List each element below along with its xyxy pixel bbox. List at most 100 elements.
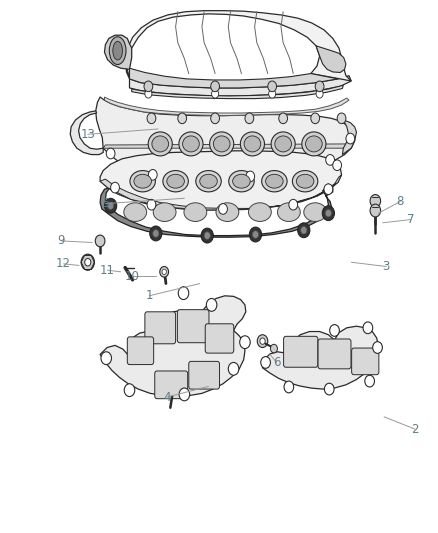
FancyBboxPatch shape <box>283 336 317 367</box>
FancyBboxPatch shape <box>205 324 233 353</box>
Ellipse shape <box>261 171 286 192</box>
Circle shape <box>211 90 218 98</box>
Circle shape <box>81 254 94 270</box>
Polygon shape <box>131 85 343 99</box>
Ellipse shape <box>303 203 326 222</box>
Circle shape <box>249 227 261 242</box>
Circle shape <box>210 81 219 92</box>
Text: 2: 2 <box>410 423 418 435</box>
Polygon shape <box>100 175 341 210</box>
Ellipse shape <box>248 203 271 222</box>
Polygon shape <box>129 68 337 88</box>
Circle shape <box>323 184 332 195</box>
Circle shape <box>244 113 253 124</box>
Ellipse shape <box>244 136 260 152</box>
Ellipse shape <box>301 132 325 156</box>
Circle shape <box>239 336 250 349</box>
Circle shape <box>321 206 334 221</box>
Text: 9: 9 <box>57 235 65 247</box>
Circle shape <box>270 344 277 353</box>
Polygon shape <box>100 296 245 397</box>
Ellipse shape <box>199 174 217 188</box>
Circle shape <box>369 195 380 207</box>
Polygon shape <box>104 97 348 116</box>
Ellipse shape <box>153 203 176 222</box>
Ellipse shape <box>213 136 230 152</box>
Circle shape <box>329 325 339 336</box>
Ellipse shape <box>265 174 283 188</box>
Circle shape <box>107 202 113 209</box>
Circle shape <box>145 90 152 98</box>
Ellipse shape <box>215 203 238 222</box>
Text: 1: 1 <box>145 289 153 302</box>
Circle shape <box>252 231 258 238</box>
Circle shape <box>332 160 341 171</box>
FancyBboxPatch shape <box>318 339 350 369</box>
Circle shape <box>260 357 270 368</box>
Circle shape <box>315 90 322 98</box>
Polygon shape <box>70 111 103 155</box>
Polygon shape <box>315 46 345 72</box>
Ellipse shape <box>271 132 294 156</box>
Circle shape <box>259 338 265 344</box>
FancyBboxPatch shape <box>145 312 175 344</box>
Circle shape <box>314 81 323 92</box>
Circle shape <box>159 266 168 277</box>
Circle shape <box>345 133 354 144</box>
Circle shape <box>178 287 188 300</box>
Circle shape <box>268 90 275 98</box>
Ellipse shape <box>228 171 254 192</box>
FancyBboxPatch shape <box>351 348 378 375</box>
Circle shape <box>162 269 166 274</box>
Circle shape <box>152 230 159 237</box>
Circle shape <box>228 362 238 375</box>
Circle shape <box>104 198 117 213</box>
Circle shape <box>267 81 276 92</box>
Circle shape <box>144 81 152 92</box>
Circle shape <box>147 199 155 210</box>
Circle shape <box>364 375 374 387</box>
Circle shape <box>288 199 297 210</box>
Polygon shape <box>95 97 354 177</box>
Text: 8: 8 <box>396 195 403 208</box>
Text: 7: 7 <box>406 213 413 226</box>
FancyBboxPatch shape <box>155 371 187 399</box>
Circle shape <box>325 155 334 165</box>
Ellipse shape <box>182 136 199 152</box>
Circle shape <box>179 388 189 401</box>
Ellipse shape <box>166 174 184 188</box>
FancyBboxPatch shape <box>188 361 219 389</box>
FancyBboxPatch shape <box>177 310 208 343</box>
Circle shape <box>201 228 213 243</box>
Ellipse shape <box>162 171 188 192</box>
Circle shape <box>218 204 227 214</box>
Circle shape <box>283 381 293 393</box>
Ellipse shape <box>184 203 206 222</box>
Circle shape <box>110 182 119 193</box>
Text: 11: 11 <box>100 264 115 277</box>
Ellipse shape <box>274 136 291 152</box>
Text: 3: 3 <box>382 260 389 273</box>
Polygon shape <box>342 120 356 155</box>
Circle shape <box>324 383 333 395</box>
Circle shape <box>362 322 372 334</box>
Circle shape <box>300 227 306 234</box>
Circle shape <box>310 113 319 124</box>
Ellipse shape <box>292 171 317 192</box>
Circle shape <box>149 226 162 241</box>
FancyBboxPatch shape <box>127 337 153 365</box>
Circle shape <box>106 148 115 159</box>
Text: 10: 10 <box>124 270 139 282</box>
Ellipse shape <box>152 136 168 152</box>
Ellipse shape <box>209 132 233 156</box>
Circle shape <box>245 171 254 182</box>
Ellipse shape <box>195 171 221 192</box>
Circle shape <box>297 223 309 238</box>
Ellipse shape <box>296 174 313 188</box>
Ellipse shape <box>134 174 151 188</box>
Circle shape <box>95 235 105 247</box>
Circle shape <box>257 335 267 348</box>
Polygon shape <box>129 76 350 96</box>
Polygon shape <box>100 184 332 237</box>
Circle shape <box>278 113 287 124</box>
